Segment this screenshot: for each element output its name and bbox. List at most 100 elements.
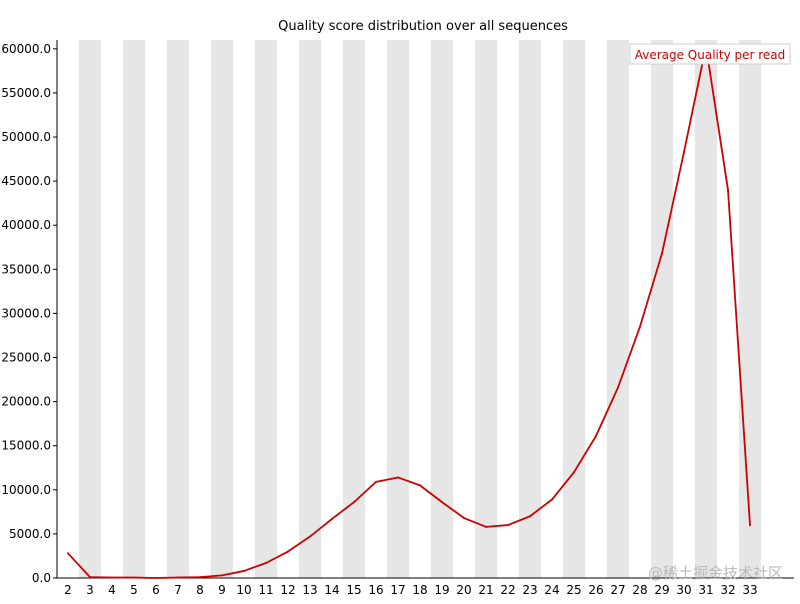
x-tick-label: 29 bbox=[654, 583, 669, 597]
y-tick-label: 30000.0 bbox=[1, 306, 51, 320]
data-point bbox=[331, 517, 333, 520]
x-tick-label: 30 bbox=[676, 583, 691, 597]
data-point bbox=[463, 517, 465, 520]
background-band-21 bbox=[475, 40, 497, 578]
x-tick-label: 14 bbox=[324, 583, 339, 597]
data-point bbox=[199, 576, 201, 579]
legend-label-series-0: Average Quality per read bbox=[635, 48, 786, 62]
x-tick-label: 5 bbox=[130, 583, 138, 597]
background-band-5 bbox=[123, 40, 145, 578]
x-tick-label: 26 bbox=[588, 583, 603, 597]
background-band-3 bbox=[79, 40, 101, 578]
data-point bbox=[221, 574, 223, 577]
data-point bbox=[89, 576, 91, 579]
y-tick-label: 50000.0 bbox=[1, 130, 51, 144]
y-tick-label: 45000.0 bbox=[1, 174, 51, 188]
x-tick-label: 20 bbox=[456, 583, 471, 597]
background-band-25 bbox=[563, 40, 585, 578]
data-point bbox=[67, 552, 69, 555]
background-bands bbox=[79, 40, 761, 578]
x-tick-label: 33 bbox=[742, 583, 757, 597]
background-band-15 bbox=[343, 40, 365, 578]
x-tick-label: 8 bbox=[196, 583, 204, 597]
y-tick-label: 60000.0 bbox=[1, 42, 51, 56]
x-tick-label: 10 bbox=[236, 583, 251, 597]
data-point bbox=[507, 524, 509, 527]
data-point bbox=[573, 471, 575, 474]
x-tick-label: 17 bbox=[390, 583, 405, 597]
series-layer bbox=[67, 45, 751, 579]
x-tick-label: 7 bbox=[174, 583, 182, 597]
background-band-9 bbox=[211, 40, 233, 578]
y-axis-ticks: 0.0 5000.0 10000.0 15000.0 20000.0 25000.0 300… bbox=[1, 42, 57, 585]
y-tick-label: 0.0 bbox=[32, 571, 51, 585]
data-point bbox=[419, 484, 421, 487]
data-point bbox=[661, 252, 663, 255]
data-point bbox=[243, 569, 245, 572]
x-tick-label: 13 bbox=[302, 583, 317, 597]
data-point bbox=[639, 325, 641, 328]
data-point bbox=[727, 188, 729, 191]
data-point bbox=[309, 535, 311, 538]
background-band-33 bbox=[739, 40, 761, 578]
x-tick-label: 31 bbox=[698, 583, 713, 597]
x-tick-label: 27 bbox=[610, 583, 625, 597]
x-tick-label: 16 bbox=[368, 583, 383, 597]
data-point bbox=[551, 498, 553, 501]
x-tick-label: 6 bbox=[152, 583, 160, 597]
data-point bbox=[375, 480, 377, 483]
data-point bbox=[155, 577, 157, 579]
series-line-0 bbox=[67, 45, 751, 579]
x-tick-label: 22 bbox=[500, 583, 515, 597]
background-band-13 bbox=[299, 40, 321, 578]
data-point bbox=[287, 550, 289, 553]
x-tick-label: 21 bbox=[478, 583, 493, 597]
data-point bbox=[177, 576, 179, 579]
background-band-31 bbox=[695, 40, 717, 578]
chart-title: Quality score distribution over all sequ… bbox=[278, 19, 568, 34]
y-tick-label: 15000.0 bbox=[1, 439, 51, 453]
data-point bbox=[397, 476, 399, 479]
x-tick-label: 25 bbox=[566, 583, 581, 597]
data-point bbox=[683, 151, 685, 154]
y-tick-label: 25000.0 bbox=[1, 351, 51, 365]
x-tick-label: 9 bbox=[218, 583, 226, 597]
y-tick-label: 10000.0 bbox=[1, 483, 51, 497]
x-tick-label: 2 bbox=[64, 583, 72, 597]
background-band-7 bbox=[167, 40, 189, 578]
data-point bbox=[265, 562, 267, 565]
x-tick-label: 32 bbox=[720, 583, 735, 597]
background-band-17 bbox=[387, 40, 409, 578]
y-tick-label: 55000.0 bbox=[1, 86, 51, 100]
data-point bbox=[595, 435, 597, 438]
data-point bbox=[441, 501, 443, 504]
data-point bbox=[749, 524, 751, 527]
x-tick-label: 11 bbox=[258, 583, 273, 597]
data-point bbox=[133, 576, 135, 579]
data-point bbox=[617, 386, 619, 389]
y-tick-label: 5000.0 bbox=[9, 527, 51, 541]
background-band-19 bbox=[431, 40, 453, 578]
x-tick-label: 23 bbox=[522, 583, 537, 597]
x-axis-ticks: 2 3 4 5 6 7 8 9 10 11 12 13 14 15 16 17 18 19 20 21 22 23 24 25… bbox=[64, 583, 757, 597]
chart-legend: Average Quality per read bbox=[629, 43, 791, 65]
background-band-29 bbox=[651, 40, 673, 578]
background-band-27 bbox=[607, 40, 629, 578]
y-tick-label: 40000.0 bbox=[1, 218, 51, 232]
x-tick-label: 19 bbox=[434, 583, 449, 597]
watermark-text: @稀土掘金技术社区 bbox=[648, 564, 783, 582]
data-point bbox=[353, 501, 355, 504]
x-tick-label: 18 bbox=[412, 583, 427, 597]
background-band-11 bbox=[255, 40, 277, 578]
data-point bbox=[485, 525, 487, 528]
x-tick-label: 24 bbox=[544, 583, 559, 597]
data-point bbox=[529, 515, 531, 518]
x-tick-label: 4 bbox=[108, 583, 116, 597]
x-tick-label: 15 bbox=[346, 583, 361, 597]
y-tick-label: 20000.0 bbox=[1, 395, 51, 409]
legend-box bbox=[629, 43, 791, 65]
x-tick-label: 12 bbox=[280, 583, 295, 597]
x-tick-label: 3 bbox=[86, 583, 94, 597]
